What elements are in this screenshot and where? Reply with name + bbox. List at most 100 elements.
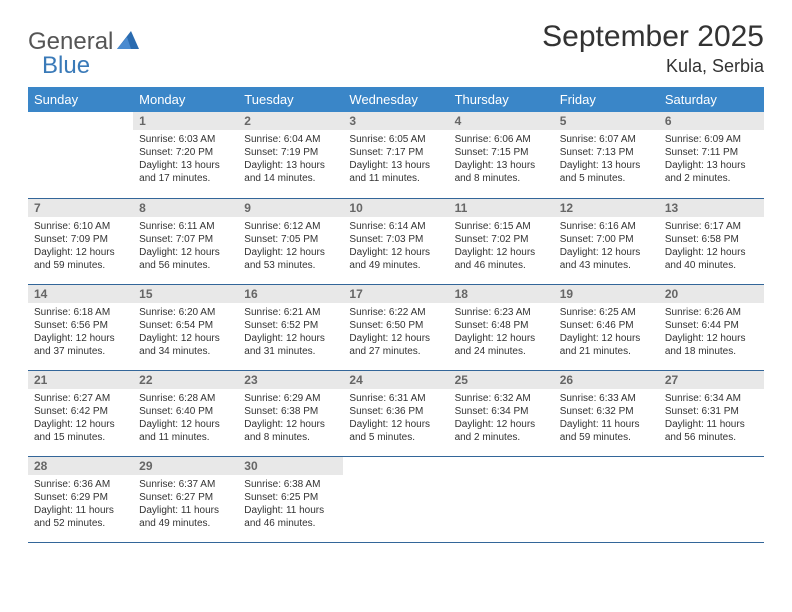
day-line: and 24 minutes. [455, 345, 548, 358]
day-line: Sunset: 6:25 PM [244, 491, 337, 504]
calendar-cell: 25Sunrise: 6:32 AMSunset: 6:34 PMDayligh… [449, 370, 554, 456]
day-line: and 27 minutes. [349, 345, 442, 358]
day-line: Sunrise: 6:07 AM [560, 133, 653, 146]
day-number: 27 [659, 371, 764, 389]
day-line: Daylight: 12 hours [34, 246, 127, 259]
day-details: Sunrise: 6:03 AMSunset: 7:20 PMDaylight:… [133, 130, 238, 191]
day-line: Sunrise: 6:31 AM [349, 392, 442, 405]
day-number: 30 [238, 457, 343, 475]
day-line: Sunset: 6:27 PM [139, 491, 232, 504]
calendar-cell: 21Sunrise: 6:27 AMSunset: 6:42 PMDayligh… [28, 370, 133, 456]
day-line: Sunset: 6:46 PM [560, 319, 653, 332]
day-number: 15 [133, 285, 238, 303]
day-line: Daylight: 12 hours [34, 418, 127, 431]
day-line: Sunset: 6:36 PM [349, 405, 442, 418]
day-line: Sunrise: 6:17 AM [665, 220, 758, 233]
day-line: Daylight: 12 hours [665, 332, 758, 345]
day-line: Daylight: 12 hours [455, 418, 548, 431]
day-details: Sunrise: 6:06 AMSunset: 7:15 PMDaylight:… [449, 130, 554, 191]
calendar-row: 1Sunrise: 6:03 AMSunset: 7:20 PMDaylight… [28, 112, 764, 198]
day-number: 24 [343, 371, 448, 389]
calendar-cell: 16Sunrise: 6:21 AMSunset: 6:52 PMDayligh… [238, 284, 343, 370]
day-line: Daylight: 13 hours [349, 159, 442, 172]
header: General September 2025 Kula, Serbia [28, 20, 764, 77]
calendar-cell: 6Sunrise: 6:09 AMSunset: 7:11 PMDaylight… [659, 112, 764, 198]
day-number: 10 [343, 199, 448, 217]
day-line: Sunset: 7:13 PM [560, 146, 653, 159]
day-line: Sunrise: 6:29 AM [244, 392, 337, 405]
dayheader-thu: Thursday [449, 87, 554, 112]
day-line: Sunrise: 6:06 AM [455, 133, 548, 146]
calendar-cell: 12Sunrise: 6:16 AMSunset: 7:00 PMDayligh… [554, 198, 659, 284]
calendar-cell [28, 112, 133, 198]
calendar-cell: 17Sunrise: 6:22 AMSunset: 6:50 PMDayligh… [343, 284, 448, 370]
day-line: and 5 minutes. [349, 431, 442, 444]
calendar-cell [659, 456, 764, 542]
day-line: Daylight: 13 hours [665, 159, 758, 172]
calendar-cell: 27Sunrise: 6:34 AMSunset: 6:31 PMDayligh… [659, 370, 764, 456]
day-line: Sunrise: 6:09 AM [665, 133, 758, 146]
day-details: Sunrise: 6:21 AMSunset: 6:52 PMDaylight:… [238, 303, 343, 364]
day-line: and 2 minutes. [665, 172, 758, 185]
calendar-cell: 30Sunrise: 6:38 AMSunset: 6:25 PMDayligh… [238, 456, 343, 542]
day-details: Sunrise: 6:26 AMSunset: 6:44 PMDaylight:… [659, 303, 764, 364]
day-line: Sunset: 6:38 PM [244, 405, 337, 418]
brand-triangle-icon [117, 31, 139, 54]
day-details: Sunrise: 6:38 AMSunset: 6:25 PMDaylight:… [238, 475, 343, 536]
day-line: Daylight: 11 hours [665, 418, 758, 431]
calendar-cell: 26Sunrise: 6:33 AMSunset: 6:32 PMDayligh… [554, 370, 659, 456]
day-line: Sunset: 6:34 PM [455, 405, 548, 418]
day-details: Sunrise: 6:11 AMSunset: 7:07 PMDaylight:… [133, 217, 238, 278]
day-number: 14 [28, 285, 133, 303]
month-title: September 2025 [542, 20, 764, 54]
day-line: and 49 minutes. [139, 517, 232, 530]
calendar-cell: 23Sunrise: 6:29 AMSunset: 6:38 PMDayligh… [238, 370, 343, 456]
day-number: 16 [238, 285, 343, 303]
day-line: Daylight: 12 hours [34, 332, 127, 345]
day-line: Daylight: 12 hours [349, 246, 442, 259]
dayheader-tue: Tuesday [238, 87, 343, 112]
day-details: Sunrise: 6:32 AMSunset: 6:34 PMDaylight:… [449, 389, 554, 450]
calendar-cell: 18Sunrise: 6:23 AMSunset: 6:48 PMDayligh… [449, 284, 554, 370]
day-line: Daylight: 12 hours [244, 246, 337, 259]
day-line: and 52 minutes. [34, 517, 127, 530]
day-line: Daylight: 11 hours [139, 504, 232, 517]
day-line: Daylight: 13 hours [244, 159, 337, 172]
day-line: and 8 minutes. [455, 172, 548, 185]
day-number: 18 [449, 285, 554, 303]
day-line: Sunset: 6:50 PM [349, 319, 442, 332]
day-number: 13 [659, 199, 764, 217]
day-number: 22 [133, 371, 238, 389]
day-line: Sunrise: 6:04 AM [244, 133, 337, 146]
day-line: Daylight: 11 hours [560, 418, 653, 431]
day-line: Sunrise: 6:37 AM [139, 478, 232, 491]
day-line: Sunset: 7:19 PM [244, 146, 337, 159]
day-line: and 17 minutes. [139, 172, 232, 185]
day-line: and 8 minutes. [244, 431, 337, 444]
calendar-cell: 8Sunrise: 6:11 AMSunset: 7:07 PMDaylight… [133, 198, 238, 284]
day-line: Sunset: 6:58 PM [665, 233, 758, 246]
day-number: 6 [659, 112, 764, 130]
day-details: Sunrise: 6:17 AMSunset: 6:58 PMDaylight:… [659, 217, 764, 278]
day-line: Sunrise: 6:38 AM [244, 478, 337, 491]
dayheader-sun: Sunday [28, 87, 133, 112]
day-details: Sunrise: 6:29 AMSunset: 6:38 PMDaylight:… [238, 389, 343, 450]
day-line: Sunrise: 6:18 AM [34, 306, 127, 319]
day-line: Sunset: 7:20 PM [139, 146, 232, 159]
day-details: Sunrise: 6:23 AMSunset: 6:48 PMDaylight:… [449, 303, 554, 364]
day-line: Daylight: 12 hours [244, 332, 337, 345]
day-number: 20 [659, 285, 764, 303]
day-line: Sunrise: 6:11 AM [139, 220, 232, 233]
day-number: 1 [133, 112, 238, 130]
day-line: and 15 minutes. [34, 431, 127, 444]
day-details: Sunrise: 6:14 AMSunset: 7:03 PMDaylight:… [343, 217, 448, 278]
day-line: Sunset: 7:07 PM [139, 233, 232, 246]
day-line: Sunrise: 6:25 AM [560, 306, 653, 319]
day-number: 21 [28, 371, 133, 389]
day-details: Sunrise: 6:25 AMSunset: 6:46 PMDaylight:… [554, 303, 659, 364]
day-line: Sunset: 7:00 PM [560, 233, 653, 246]
day-details: Sunrise: 6:20 AMSunset: 6:54 PMDaylight:… [133, 303, 238, 364]
day-line: and 53 minutes. [244, 259, 337, 272]
day-line: Sunset: 7:02 PM [455, 233, 548, 246]
day-details: Sunrise: 6:12 AMSunset: 7:05 PMDaylight:… [238, 217, 343, 278]
